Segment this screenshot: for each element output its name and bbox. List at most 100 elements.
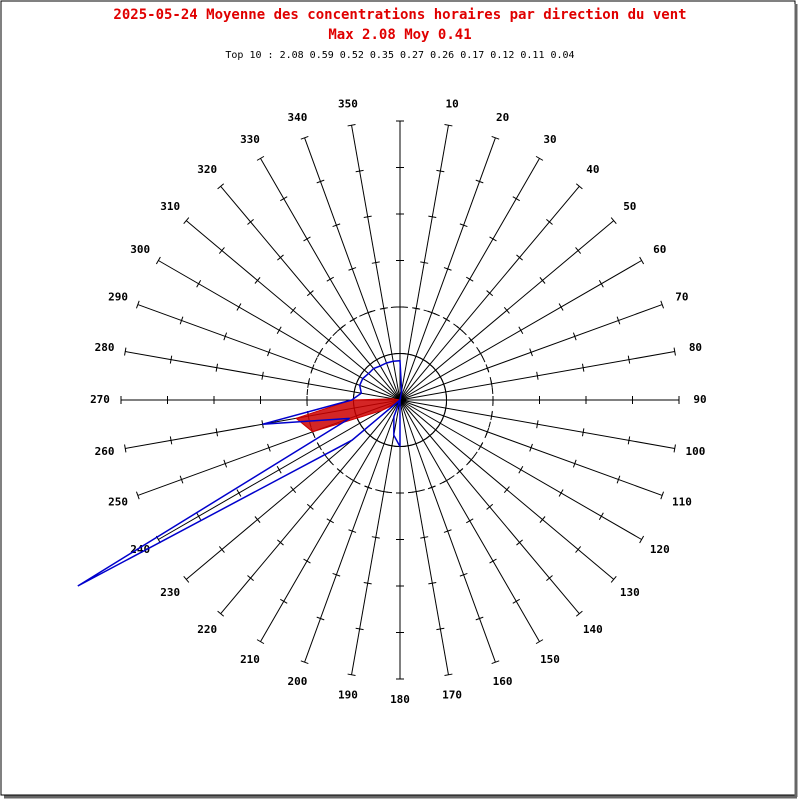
r-tick: [300, 135, 309, 140]
r-tick: [357, 419, 363, 427]
r-tick: [303, 236, 311, 242]
r-tick: [518, 326, 524, 334]
r-tick: [155, 256, 161, 265]
r-tick: [236, 489, 242, 497]
r-tick: [196, 280, 202, 288]
r-tick: [217, 610, 225, 617]
r-tick: [468, 456, 475, 464]
direction-label: 30: [543, 133, 556, 146]
r-tick: [412, 307, 421, 310]
r-tick: [361, 366, 368, 374]
direction-label: 80: [689, 341, 702, 354]
r-tick: [535, 155, 544, 161]
direction-label: 150: [540, 653, 560, 666]
r-tick: [353, 387, 356, 396]
r-tick: [466, 276, 474, 282]
r-tick: [610, 575, 617, 583]
r-tick: [539, 516, 546, 523]
r-tick: [518, 466, 524, 474]
r-tick: [598, 280, 604, 288]
r-tick: [354, 380, 359, 389]
r-tick: [489, 558, 497, 564]
r-tick: [387, 353, 396, 356]
r-tick: [357, 373, 363, 381]
r-tick: [325, 336, 332, 344]
r-tick: [218, 546, 225, 553]
r-tick: [267, 348, 271, 357]
r-tick: [491, 135, 500, 140]
r-tick: [373, 357, 381, 363]
r-tick: [349, 317, 358, 322]
r-tick: [223, 459, 228, 468]
r-tick: [325, 456, 332, 464]
direction-label: 70: [675, 290, 688, 303]
direction-label: 220: [197, 623, 217, 636]
r-tick: [317, 349, 322, 358]
r-tick: [558, 489, 564, 497]
r-tick: [363, 581, 372, 585]
direction-label: 90: [693, 393, 706, 406]
r-tick: [183, 575, 190, 583]
r-tick: [326, 276, 334, 282]
r-tick: [427, 485, 436, 490]
r-tick: [261, 371, 264, 380]
r-tick: [627, 436, 631, 445]
chart-subtitle: Max 2.08 Moy 0.41: [328, 27, 471, 43]
r-tick: [639, 535, 645, 544]
r-tick: [575, 247, 582, 254]
r-tick: [536, 371, 539, 380]
r-tick: [371, 536, 380, 539]
direction-label: 320: [197, 163, 217, 176]
r-tick: [310, 364, 315, 373]
r-tick: [546, 218, 553, 225]
r-tick: [432, 366, 439, 374]
r-tick: [256, 155, 265, 161]
r-tick: [503, 306, 510, 314]
r-tick: [290, 306, 297, 314]
r-tick: [236, 303, 242, 311]
r-tick: [411, 354, 420, 359]
r-tick: [347, 124, 356, 127]
r-tick: [380, 354, 389, 359]
r-tick: [179, 316, 184, 325]
r-tick: [529, 443, 533, 452]
r-tick: [444, 124, 453, 127]
r-tick: [135, 491, 140, 500]
r-tick: [419, 357, 427, 363]
r-tick: [306, 503, 314, 510]
direction-label: 110: [672, 496, 692, 509]
r-tick: [456, 325, 464, 332]
direction-label: 160: [493, 675, 513, 688]
r-tick: [598, 512, 604, 520]
r-tick: [412, 490, 421, 493]
r-tick: [616, 475, 621, 484]
direction-label: 200: [287, 675, 307, 688]
direction-label: 230: [160, 586, 180, 599]
direction-label: 10: [445, 98, 458, 111]
r-tick: [459, 572, 468, 577]
r-tick: [404, 353, 413, 356]
r-tick: [348, 267, 357, 271]
r-tick: [420, 261, 429, 264]
r-tick: [512, 598, 520, 604]
r-tick: [442, 478, 451, 483]
r-tick: [169, 436, 173, 445]
r-tick: [387, 444, 396, 447]
r-tick: [468, 336, 475, 344]
r-tick: [444, 387, 447, 396]
r-tick: [332, 223, 341, 228]
r-tick: [535, 639, 544, 645]
direction-label: 100: [686, 445, 706, 458]
r-tick: [267, 443, 271, 452]
r-tick: [280, 598, 288, 604]
r-tick: [306, 290, 314, 297]
r-tick: [485, 364, 490, 373]
r-tick: [124, 347, 127, 356]
r-tick: [280, 196, 288, 202]
r-tick: [215, 428, 219, 437]
r-tick: [316, 616, 325, 621]
r-tick: [478, 442, 483, 451]
r-tick: [303, 558, 311, 564]
r-tick: [516, 539, 523, 546]
r-tick: [332, 572, 341, 577]
